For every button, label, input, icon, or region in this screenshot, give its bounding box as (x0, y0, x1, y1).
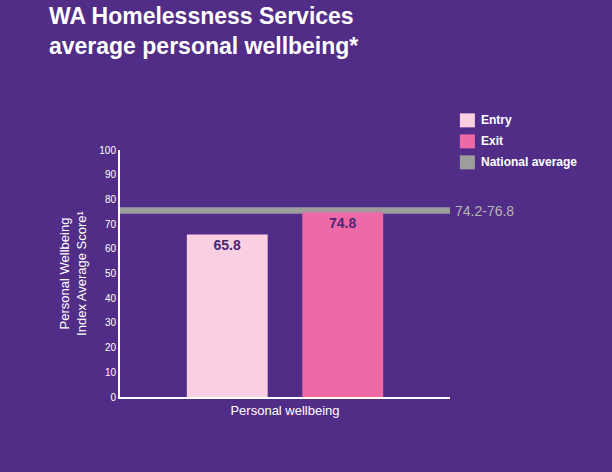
svg-text:50: 50 (105, 268, 117, 279)
svg-text:Personal wellbeing: Personal wellbeing (230, 403, 339, 418)
svg-text:100: 100 (99, 145, 116, 156)
svg-text:40: 40 (105, 293, 117, 304)
svg-text:70: 70 (105, 219, 117, 230)
svg-text:WA Homelessness Servicesaverag: WA Homelessness Servicesaverage personal… (49, 3, 358, 59)
svg-text:90: 90 (105, 169, 117, 180)
svg-text:65.8: 65.8 (214, 237, 241, 253)
svg-text:20: 20 (105, 342, 117, 353)
svg-text:10: 10 (105, 367, 117, 378)
svg-text:30: 30 (105, 317, 117, 328)
svg-text:Personal WellbeingIndex Averag: Personal WellbeingIndex Average Score¹ (57, 210, 89, 335)
svg-text:Exit: Exit (481, 134, 503, 148)
svg-text:60: 60 (105, 243, 117, 254)
svg-text:80: 80 (105, 194, 117, 205)
svg-text:National average: National average (481, 155, 577, 169)
svg-text:74.2-76.8: 74.2-76.8 (455, 203, 514, 219)
svg-text:74.8: 74.8 (329, 215, 356, 231)
svg-text:Entry: Entry (481, 113, 512, 127)
svg-text:0: 0 (110, 392, 116, 403)
